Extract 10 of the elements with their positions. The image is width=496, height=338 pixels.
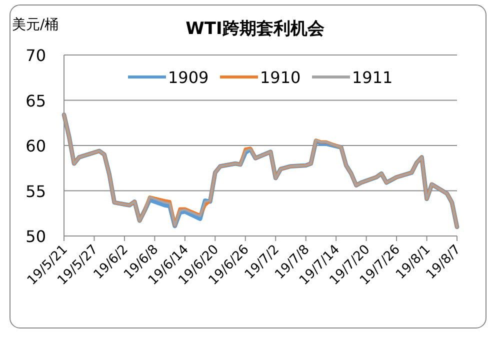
legend-label: 1911 xyxy=(352,68,393,87)
legend-label: 1909 xyxy=(168,68,209,87)
y-tick-label: 70 xyxy=(26,46,46,65)
chart-title: WTI跨期套利机会 xyxy=(186,19,326,39)
y-tick-label: 50 xyxy=(26,227,46,246)
y-tick-label: 65 xyxy=(26,91,46,110)
y-tick-label: 55 xyxy=(26,182,46,201)
y-tick-label: 60 xyxy=(26,136,46,156)
legend-label: 1910 xyxy=(260,68,301,87)
y-axis-title: 美元/桶 xyxy=(12,17,59,33)
